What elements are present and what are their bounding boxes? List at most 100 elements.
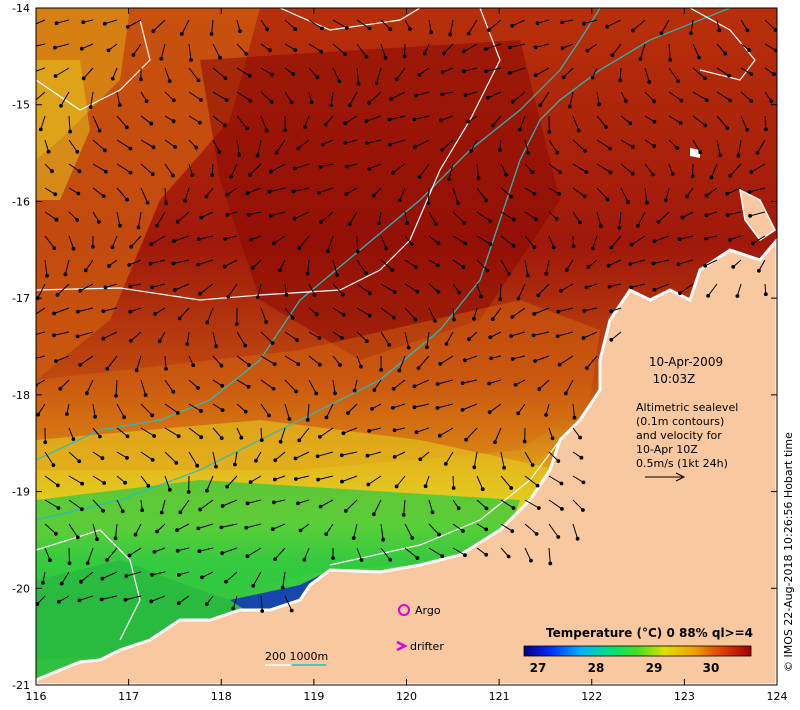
velocity-arrow	[644, 91, 655, 102]
velocity-arrowhead	[76, 309, 80, 314]
velocity-arrowhead	[278, 439, 283, 444]
velocity-arrowhead	[703, 123, 708, 128]
velocity-arrowhead	[75, 218, 80, 222]
velocity-arrowhead	[763, 292, 768, 297]
velocity-arrow	[105, 283, 118, 288]
velocity-arrow	[247, 187, 262, 194]
velocity-arrow	[692, 115, 706, 126]
velocity-arrowhead	[463, 241, 468, 246]
map-date: 10-Apr-2009	[649, 355, 723, 369]
velocity-arrow	[706, 187, 718, 197]
velocity-arrowhead	[136, 225, 141, 230]
velocity-arrowhead	[84, 391, 89, 396]
y-tick-label: -21	[12, 679, 30, 692]
velocity-arrow	[560, 283, 574, 292]
velocity-arrows	[36, 19, 777, 613]
velocity-arrow	[439, 355, 454, 365]
velocity-arrow	[247, 499, 262, 504]
velocity-arrowhead	[226, 294, 231, 299]
velocity-arrow	[373, 379, 382, 391]
velocity-arrowhead	[484, 552, 489, 557]
velocity-arrow	[404, 259, 417, 268]
velocity-arrow	[284, 379, 297, 392]
velocity-arrowhead	[757, 268, 761, 273]
velocity-arrowhead	[54, 21, 59, 26]
velocity-arrowhead	[628, 262, 632, 266]
velocity-arrowhead	[128, 284, 133, 289]
velocity-arrow	[44, 475, 59, 486]
velocity-arrow	[437, 403, 454, 409]
velocity-arrow	[92, 187, 105, 197]
velocity-arrow	[548, 523, 559, 538]
velocity-arrowhead	[190, 173, 195, 177]
velocity-arrow	[380, 307, 395, 318]
velocity-arrowhead	[255, 153, 260, 158]
velocity-arrow	[380, 547, 391, 561]
velocity-arrow	[428, 307, 436, 322]
velocity-arrow	[428, 547, 443, 557]
velocity-arrowhead	[297, 246, 302, 250]
velocity-arrowhead	[438, 362, 443, 366]
velocity-arrowhead	[487, 410, 492, 415]
velocity-arrowhead	[268, 214, 273, 218]
velocity-arrowhead	[624, 99, 628, 103]
velocity-arrowhead	[536, 293, 541, 298]
velocity-arrow	[679, 235, 694, 240]
velocity-arrow	[367, 451, 382, 457]
velocity-arrowhead	[652, 119, 657, 124]
velocity-arrow	[524, 235, 535, 248]
velocity-arrow	[452, 235, 466, 244]
velocity-arrow	[260, 115, 268, 131]
velocity-arrowhead	[194, 145, 199, 150]
velocity-arrow	[297, 499, 310, 504]
velocity-arrow	[572, 163, 587, 173]
velocity-arrow	[366, 115, 382, 122]
velocity-arrow	[494, 427, 502, 443]
velocity-arrow	[332, 355, 341, 366]
velocity-arrowhead	[223, 236, 228, 241]
velocity-arrow	[273, 235, 286, 244]
velocity-arrowhead	[392, 455, 397, 459]
velocity-arrow	[68, 451, 80, 462]
velocity-arrow	[380, 523, 384, 540]
velocity-arrowhead	[704, 193, 709, 198]
velocity-arrow	[116, 451, 128, 459]
velocity-arrow	[557, 331, 574, 337]
velocity-arrowhead	[772, 72, 776, 77]
velocity-arrowhead	[77, 169, 82, 174]
velocity-arrow	[692, 91, 708, 101]
velocity-arrow	[566, 259, 574, 271]
velocity-arrowhead	[287, 417, 292, 421]
velocity-arrowhead	[472, 465, 477, 470]
velocity-arrowhead	[249, 237, 253, 242]
velocity-arrow	[668, 67, 679, 82]
velocity-arrowhead	[556, 309, 561, 314]
velocity-arrow	[668, 43, 671, 60]
velocity-arrowhead	[58, 386, 63, 391]
velocity-arrowhead	[440, 148, 445, 152]
velocity-arrow	[620, 187, 629, 203]
velocity-arrowhead	[123, 597, 128, 602]
velocity-arrowhead	[265, 27, 270, 32]
velocity-arrowhead	[367, 313, 372, 318]
velocity-arrowhead	[125, 456, 129, 460]
velocity-arrowhead	[171, 98, 176, 103]
velocity-arrow	[199, 547, 214, 552]
velocity-arrow	[749, 187, 766, 193]
x-tick-label: 118	[211, 690, 232, 703]
velocity-arrowhead	[728, 237, 732, 242]
velocity-arrowhead	[416, 366, 421, 370]
velocity-arrowhead	[749, 170, 754, 174]
velocity-arrowhead	[294, 389, 299, 394]
velocity-arrow	[428, 499, 433, 513]
velocity-arrow	[58, 595, 70, 603]
velocity-arrowhead	[324, 532, 329, 536]
velocity-arrowhead	[436, 290, 441, 294]
velocity-arrowhead	[412, 405, 417, 410]
velocity-arrowhead	[204, 194, 209, 199]
velocity-arrow	[224, 259, 238, 267]
velocity-arrowhead	[196, 386, 201, 390]
velocity-arrowhead	[609, 337, 614, 342]
velocity-arrowhead	[80, 507, 84, 512]
velocity-arrowhead	[110, 76, 115, 81]
